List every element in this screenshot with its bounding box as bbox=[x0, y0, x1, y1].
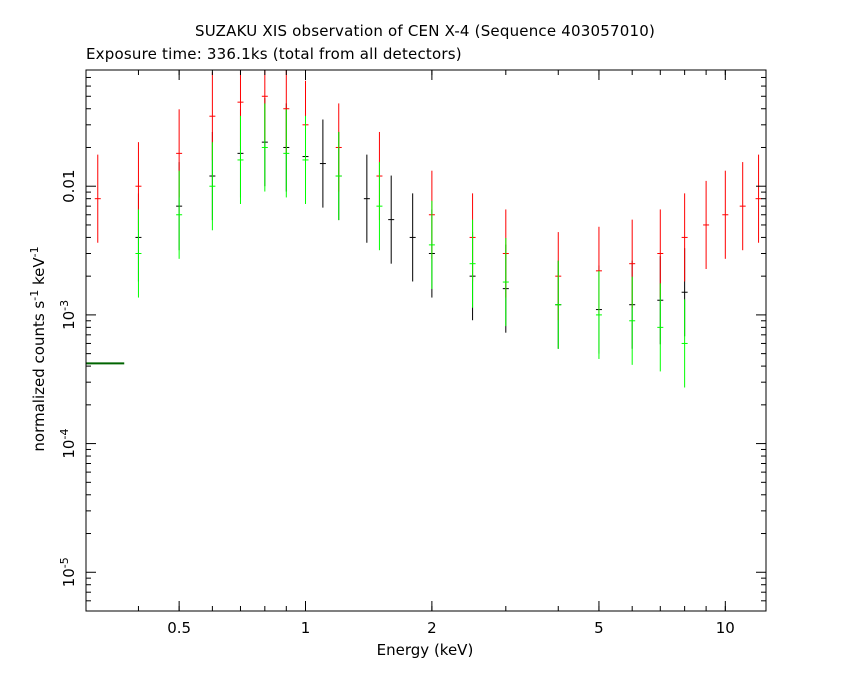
data-point bbox=[428, 200, 435, 289]
data-point bbox=[629, 276, 636, 365]
y-tick-exponent: -5 bbox=[58, 557, 71, 568]
data-point bbox=[94, 154, 101, 243]
data-point bbox=[469, 219, 476, 308]
chart-title: SUZAKU XIS observation of CEN X-4 (Seque… bbox=[195, 22, 655, 40]
data-point bbox=[703, 180, 710, 270]
x-tick-label: 2 bbox=[427, 619, 437, 637]
data-layer bbox=[86, 70, 762, 388]
data-point bbox=[739, 162, 746, 251]
y-axis-label-prefix: normalized counts s bbox=[30, 301, 48, 452]
data-point bbox=[755, 154, 762, 243]
data-point bbox=[657, 283, 664, 372]
data-point bbox=[319, 119, 326, 208]
data-point bbox=[176, 170, 183, 259]
y-tick-exponent: -4 bbox=[58, 429, 71, 440]
y-axis-label-s-exponent: -1 bbox=[28, 290, 41, 301]
series-1 bbox=[94, 70, 762, 321]
data-point bbox=[135, 209, 142, 298]
data-point bbox=[237, 115, 244, 205]
y-tick-base: 10 bbox=[60, 440, 78, 459]
data-point bbox=[502, 237, 509, 327]
y-axis-label: normalized counts s-1 keV-1 bbox=[28, 246, 48, 451]
y-tick-base: 10 bbox=[60, 568, 78, 587]
data-point bbox=[335, 131, 342, 221]
data-point bbox=[681, 299, 688, 388]
data-point bbox=[388, 175, 395, 264]
data-point bbox=[555, 260, 562, 349]
data-point bbox=[283, 109, 290, 198]
x-axis-label: Energy (keV) bbox=[377, 641, 474, 659]
y-tick-label: 10-5 bbox=[58, 557, 78, 587]
series-2 bbox=[135, 103, 688, 388]
y-tick-exponent: -3 bbox=[58, 300, 71, 311]
data-point bbox=[595, 270, 602, 359]
plot-frame bbox=[85, 69, 767, 612]
data-point bbox=[261, 103, 268, 192]
series-0 bbox=[135, 98, 688, 354]
x-tick-label: 1 bbox=[301, 619, 311, 637]
data-point bbox=[722, 170, 729, 259]
chart-subtitle: Exposure time: 336.1ks (total from all d… bbox=[86, 45, 462, 63]
x-tick-label: 0.5 bbox=[167, 619, 191, 637]
y-tick-base: 10 bbox=[60, 311, 78, 330]
x-tick-label: 5 bbox=[594, 619, 604, 637]
data-point bbox=[657, 209, 664, 298]
y-axis-label-mid: keV bbox=[30, 257, 48, 290]
data-point bbox=[209, 142, 216, 231]
y-axis-label-kev-exponent: -1 bbox=[28, 246, 41, 257]
y-tick-label: 10-3 bbox=[58, 300, 78, 330]
x-tick-label: 10 bbox=[716, 619, 735, 637]
data-point bbox=[302, 115, 309, 205]
y-tick-label: 0.01 bbox=[60, 170, 78, 203]
data-point bbox=[363, 154, 370, 243]
data-point bbox=[376, 162, 383, 251]
data-point bbox=[681, 193, 688, 282]
data-point bbox=[409, 193, 416, 282]
y-tick-label: 10-4 bbox=[58, 429, 78, 459]
